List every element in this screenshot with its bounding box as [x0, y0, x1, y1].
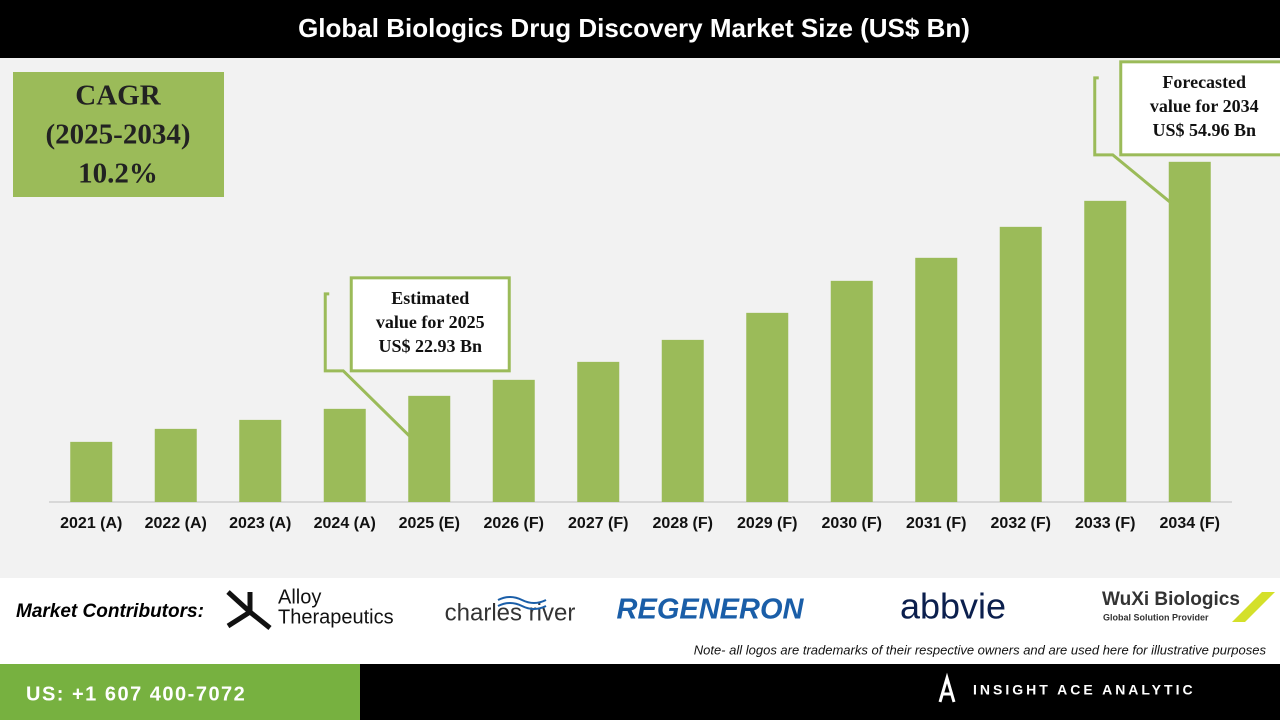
callout-box: [349, 276, 511, 373]
callout-text: value for 2034: [1150, 96, 1259, 116]
cagr-text: (2025-2034): [46, 119, 191, 151]
logo-icon: [1232, 592, 1275, 622]
logo-icon: [226, 590, 272, 630]
bar: [492, 379, 535, 502]
cagr-box: [13, 72, 224, 197]
bar: [408, 395, 451, 502]
cagr-text: 10.2%: [78, 158, 158, 190]
bar: [830, 280, 873, 502]
callout-text: US$ 54.96 Bn: [1152, 120, 1256, 140]
callout-text: value for 2025: [376, 312, 485, 332]
chart-title: Global Biologics Drug Discovery Market S…: [298, 13, 970, 43]
callout-text: Forecasted: [1162, 72, 1246, 92]
bar: [577, 361, 620, 502]
bar: [70, 441, 113, 502]
bar: [661, 339, 704, 502]
bar: [239, 419, 282, 502]
bar: [154, 428, 197, 502]
cagr-text: CAGR: [75, 80, 161, 112]
x-tick-label: 2023 (A): [229, 515, 291, 532]
x-tick-label: 2031 (F): [906, 515, 966, 532]
callout-text: Estimated: [391, 288, 469, 308]
x-tick-label: 2028 (F): [653, 515, 713, 532]
logo: Alloy: [278, 586, 321, 608]
callout-text: US$ 22.93 Bn: [378, 336, 482, 356]
title-bar: [0, 0, 1280, 58]
footer: [0, 578, 1280, 664]
logo: REGENERON: [617, 594, 805, 626]
bar: [323, 408, 366, 502]
brand-icon: [938, 672, 956, 703]
brand: INSIGHT ACE ANALYTIC: [973, 682, 1196, 698]
x-tick-label: 2027 (F): [568, 515, 628, 532]
logo: WuXi Biologics: [1102, 589, 1240, 610]
x-tick-label: 2022 (A): [145, 515, 207, 532]
bar: [1168, 161, 1211, 503]
x-tick-label: 2026 (F): [484, 515, 544, 532]
logo: Global Solution Provider: [1103, 612, 1209, 622]
contributors-label: Market Contributors:: [16, 601, 204, 622]
x-tick-label: 2032 (F): [991, 515, 1051, 532]
bar: [999, 226, 1042, 502]
x-tick-label: 2025 (E): [399, 515, 460, 532]
callout-connector: [323, 292, 411, 437]
x-tick-label: 2021 (A): [60, 515, 122, 532]
x-tick-label: 2024 (A): [314, 515, 376, 532]
x-tick-label: 2034 (F): [1160, 515, 1220, 532]
logo: abbvie: [900, 586, 1006, 627]
x-tick-label: 2033 (F): [1075, 515, 1135, 532]
bar: [746, 312, 789, 502]
bar: [915, 257, 958, 502]
callout-box: [1119, 60, 1280, 157]
brand-bar: [360, 664, 1280, 720]
bar: [1084, 200, 1127, 502]
x-tick-label: 2030 (F): [822, 515, 882, 532]
phone: US: +1 607 400-7072: [26, 683, 246, 705]
logo: Therapeutics: [278, 606, 394, 628]
logo-icon: [497, 596, 547, 610]
callout-connector: [1093, 76, 1171, 203]
phone-bar: [0, 664, 360, 720]
note: Note- all logos are trademarks of their …: [694, 642, 1267, 657]
x-tick-label: 2029 (F): [737, 515, 797, 532]
